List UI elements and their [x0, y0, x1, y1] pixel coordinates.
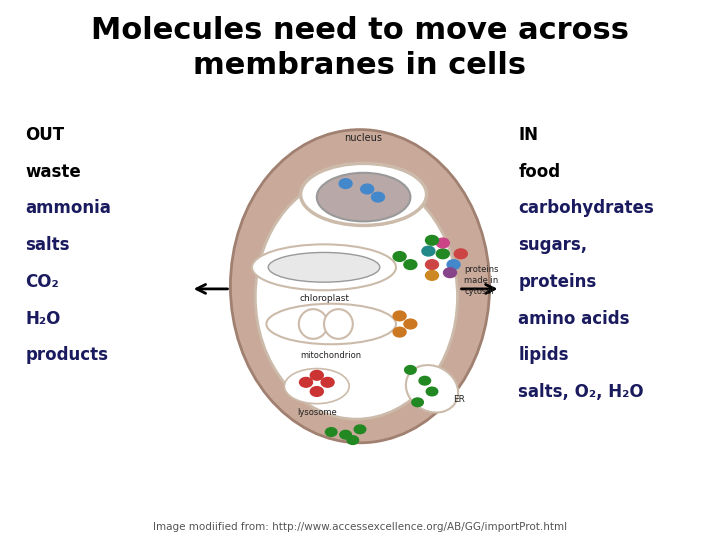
Circle shape: [444, 268, 456, 278]
Text: ammonia: ammonia: [25, 199, 111, 218]
Text: Molecules need to move across
membranes in cells: Molecules need to move across membranes …: [91, 16, 629, 80]
Circle shape: [393, 252, 406, 261]
Circle shape: [372, 192, 384, 202]
Ellipse shape: [230, 130, 490, 443]
Ellipse shape: [406, 365, 458, 413]
Circle shape: [361, 184, 374, 194]
Text: nucleus: nucleus: [345, 133, 382, 143]
Ellipse shape: [317, 173, 410, 221]
Ellipse shape: [256, 175, 457, 419]
Circle shape: [300, 377, 312, 387]
Text: mitochondrion: mitochondrion: [301, 351, 361, 360]
Circle shape: [340, 430, 351, 439]
Circle shape: [426, 271, 438, 280]
Circle shape: [422, 246, 435, 256]
Circle shape: [310, 370, 323, 380]
Circle shape: [404, 260, 417, 269]
Text: ER: ER: [454, 395, 465, 404]
Circle shape: [426, 235, 438, 245]
Text: carbohydrates: carbohydrates: [518, 199, 654, 218]
Text: IN: IN: [518, 126, 539, 144]
Text: products: products: [25, 346, 108, 364]
Circle shape: [436, 249, 449, 259]
Circle shape: [412, 398, 423, 407]
Circle shape: [310, 387, 323, 396]
Circle shape: [419, 376, 431, 385]
Circle shape: [426, 387, 438, 396]
Circle shape: [405, 366, 416, 374]
Text: amino acids: amino acids: [518, 309, 630, 328]
Text: proteins
made in
cytosol: proteins made in cytosol: [464, 265, 499, 296]
Ellipse shape: [299, 309, 328, 339]
Ellipse shape: [324, 309, 353, 339]
Text: OUT: OUT: [25, 126, 64, 144]
Circle shape: [447, 260, 460, 269]
Circle shape: [393, 327, 406, 337]
Text: salts, O₂, H₂O: salts, O₂, H₂O: [518, 383, 644, 401]
Circle shape: [354, 425, 366, 434]
Circle shape: [426, 260, 438, 269]
Ellipse shape: [266, 303, 396, 345]
Circle shape: [393, 311, 406, 321]
Ellipse shape: [268, 252, 380, 282]
Text: Image modiified from: http://www.accessexcellence.org/AB/GG/importProt.html: Image modiified from: http://www.accesse…: [153, 522, 567, 532]
Circle shape: [339, 179, 352, 188]
Circle shape: [325, 428, 337, 436]
Circle shape: [321, 377, 334, 387]
Circle shape: [347, 436, 359, 444]
Text: food: food: [518, 163, 561, 181]
Ellipse shape: [252, 244, 396, 291]
Text: CO₂: CO₂: [25, 273, 59, 291]
Text: lysosome: lysosome: [297, 408, 337, 417]
Circle shape: [436, 238, 449, 248]
Circle shape: [404, 319, 417, 329]
Ellipse shape: [301, 163, 426, 226]
Text: proteins: proteins: [518, 273, 597, 291]
Circle shape: [454, 249, 467, 259]
Text: sugars,: sugars,: [518, 236, 588, 254]
Text: salts: salts: [25, 236, 70, 254]
Text: chloroplast: chloroplast: [299, 294, 349, 303]
Text: lipids: lipids: [518, 346, 569, 364]
Text: waste: waste: [25, 163, 81, 181]
Text: H₂O: H₂O: [25, 309, 60, 328]
Ellipse shape: [284, 368, 349, 404]
